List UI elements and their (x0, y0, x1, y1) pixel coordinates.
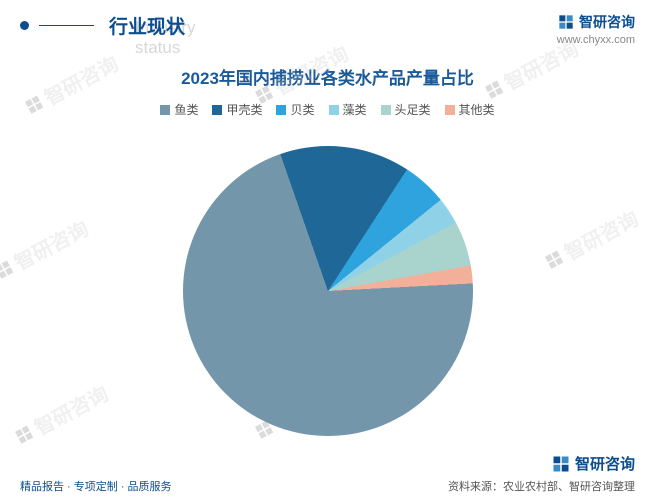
chart-title: 2023年国内捕捞业各类水产品产量占比 (0, 64, 655, 89)
legend-label: 鱼类 (174, 101, 198, 118)
legend-item: 头足类 (381, 101, 431, 118)
brand-logo-icon (558, 14, 574, 30)
section-title-text: 行业现状 (109, 17, 185, 38)
legend-swatch (445, 105, 455, 115)
chart-area (0, 126, 655, 456)
legend-label: 藻类 (343, 101, 367, 118)
legend-swatch (329, 105, 339, 115)
legend-swatch (381, 105, 391, 115)
legend-swatch (212, 105, 222, 115)
footer-tagline: 精品报告 · 专项定制 · 品质服务 (20, 478, 172, 494)
source-label: 资料来源： (448, 481, 503, 493)
source-value: 农业农村部、智研咨询整理 (503, 481, 635, 493)
footer-source: 资料来源：农业农村部、智研咨询整理 (448, 478, 635, 494)
header-right: 智研咨询 www.chyxx.com (557, 12, 635, 46)
brand: 智研咨询 (557, 12, 635, 32)
legend-label: 贝类 (290, 101, 314, 118)
legend-swatch (160, 105, 170, 115)
header-line-icon (39, 25, 94, 26)
legend-item: 藻类 (329, 101, 367, 118)
legend-label: 甲壳类 (226, 101, 262, 118)
legend-label: 头足类 (395, 101, 431, 118)
legend-item: 甲壳类 (212, 101, 262, 118)
legend-item: 鱼类 (160, 101, 198, 118)
section-title: 行业现状 Industry status (109, 12, 185, 39)
header-dot-icon (20, 21, 29, 30)
footer: 精品报告 · 专项定制 · 品质服务 资料来源：农业农村部、智研咨询整理 (0, 470, 655, 504)
brand-url: www.chyxx.com (557, 34, 635, 46)
chart-legend: 鱼类 甲壳类 贝类 藻类 头足类 其他类 (0, 101, 655, 118)
legend-item: 贝类 (276, 101, 314, 118)
brand-name: 智研咨询 (579, 12, 635, 32)
legend-swatch (276, 105, 286, 115)
pie-chart (183, 146, 473, 436)
header: 行业现状 Industry status 智研咨询 www.chyxx.com (0, 0, 655, 54)
legend-item: 其他类 (445, 101, 495, 118)
legend-label: 其他类 (459, 101, 495, 118)
header-left: 行业现状 Industry status (20, 12, 185, 39)
